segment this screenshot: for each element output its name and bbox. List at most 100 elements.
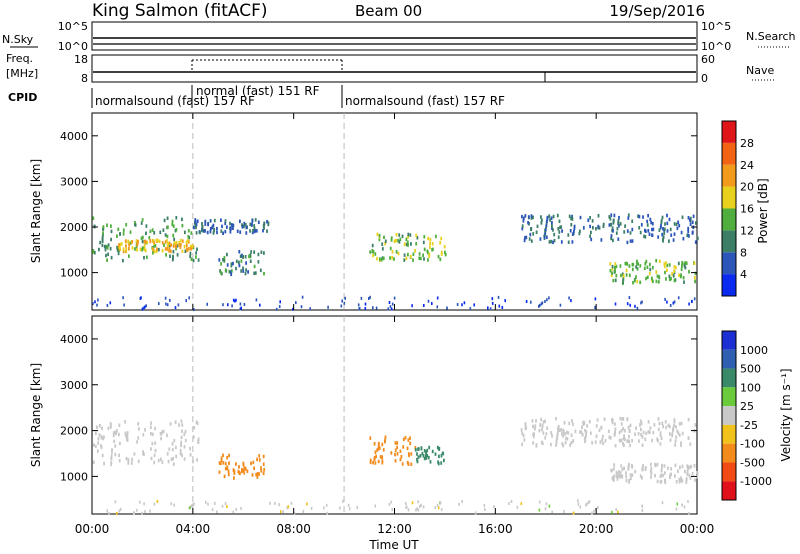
power-echo-cell	[568, 214, 571, 219]
power-echo-cell	[378, 237, 381, 242]
velocity-echo-cell	[242, 463, 245, 467]
power-echo-cell	[689, 216, 692, 221]
velocity-echo-cell	[124, 431, 127, 436]
velocity-echo-cell	[159, 457, 162, 462]
power-echo-cell	[165, 253, 167, 257]
power-echo-cell	[672, 238, 675, 242]
velocity-colorbar-swatch	[722, 406, 736, 425]
power-echo-cell	[181, 239, 184, 243]
power-echo-cell	[128, 243, 131, 247]
power-echo-cell	[125, 248, 128, 252]
velocity-echo-cell	[96, 449, 99, 453]
power-echo-cell	[166, 234, 169, 239]
power-echo-cell	[155, 238, 158, 242]
velocity-echo-cell	[645, 431, 648, 436]
power-echo-cell	[522, 216, 525, 220]
velocity-clutter-cell	[139, 500, 141, 504]
power-clutter-cell	[364, 302, 367, 306]
power-echo-cell	[622, 277, 625, 281]
power-clutter-cell	[243, 303, 246, 306]
power-echo-cell	[139, 247, 142, 251]
power-colorbar-swatch	[722, 274, 736, 296]
power-echo-cell	[569, 229, 572, 233]
power-echo-cell	[639, 230, 642, 235]
power-echo-cell	[552, 240, 554, 245]
power-echo-cell	[545, 223, 548, 227]
power-echo-cell	[143, 256, 145, 260]
velocity-colorbar-frame	[721, 330, 737, 501]
velocity-echo-cell	[555, 443, 557, 447]
power-echo-cell	[213, 218, 216, 223]
velocity-colorbar-swatch	[722, 481, 736, 500]
velocity-echo-cell	[192, 435, 195, 439]
power-echo-cell	[407, 252, 409, 257]
power-echo-cell	[374, 252, 377, 256]
power-echo-cell	[137, 239, 139, 244]
velocity-clutter-cell	[405, 505, 407, 509]
power-y-label: Slant Range [km]	[29, 159, 43, 263]
velocity-echo-cell	[669, 473, 672, 477]
velocity-echo-cell	[180, 440, 183, 445]
power-echo-cell	[379, 257, 381, 261]
power-echo-cell	[440, 250, 443, 255]
power-echo-cell	[615, 231, 618, 235]
power-echo-cell	[175, 244, 177, 248]
velocity-echo-cell	[653, 423, 656, 427]
power-clutter-cell	[501, 306, 504, 309]
power-echo-cell	[611, 267, 614, 271]
velocity-echo-cell	[687, 465, 689, 469]
power-echo-cell	[614, 269, 616, 273]
power-clutter-cell	[235, 298, 237, 302]
velocity-echo-cell	[410, 452, 413, 456]
velocity-clutter-cell	[474, 511, 477, 515]
velocity-clutter-cell	[563, 509, 565, 513]
power-echo-cell	[409, 233, 412, 237]
power-echo-cell	[412, 258, 414, 262]
velocity-echo-cell	[596, 418, 599, 422]
power-echo-cell	[694, 271, 697, 276]
velocity-echo-cell	[396, 441, 399, 445]
power-clutter-cell	[469, 307, 472, 311]
power-echo-cell	[154, 244, 157, 248]
velocity-echo-cell	[126, 438, 129, 442]
power-echo-cell	[104, 247, 107, 252]
power-echo-cell	[131, 240, 134, 244]
power-echo-cell	[409, 254, 412, 259]
power-echo-cell	[371, 249, 374, 253]
power-echo-cell	[376, 232, 379, 237]
velocity-clutter-cell	[411, 501, 414, 505]
power-echo-cell	[172, 254, 174, 259]
power-echo-cell	[250, 250, 253, 254]
power-clutter-cell	[634, 304, 636, 308]
power-echo-cell	[224, 268, 227, 272]
velocity-clutter-cell	[156, 500, 159, 503]
power-echo-cell	[266, 219, 268, 224]
power-echo-cell	[116, 248, 119, 252]
velocity-clutter-cell	[356, 505, 359, 509]
velocity-echo-cell	[640, 421, 643, 426]
velocity-echo-cell	[193, 426, 196, 430]
power-echo-cell	[609, 217, 612, 221]
velocity-clutter-cell	[440, 508, 443, 512]
power-echo-cell	[119, 242, 122, 247]
power-echo-cell	[192, 258, 195, 263]
power-echo-cell	[140, 236, 143, 240]
power-clutter-cell	[358, 307, 360, 311]
power-echo-cell	[110, 255, 113, 260]
velocity-echo-cell	[652, 430, 655, 435]
power-colorbar-swatch	[722, 230, 736, 253]
power-echo-cell	[117, 251, 120, 256]
velocity-clutter-cell	[282, 510, 284, 514]
power-clutter-cell	[372, 306, 374, 310]
velocity-echo-cell	[110, 456, 113, 460]
power-echo-cell	[109, 247, 112, 251]
power-echo-cell	[190, 257, 193, 261]
velocity-echo-cell	[408, 453, 410, 458]
velocity-echo-cell	[143, 452, 145, 456]
velocity-echo-cell	[220, 458, 223, 463]
power-echo-cell	[549, 218, 551, 222]
velocity-echo-cell	[157, 458, 160, 463]
power-echo-cell	[636, 279, 639, 284]
power-echo-cell	[395, 238, 397, 243]
power-echo-cell	[253, 224, 256, 228]
